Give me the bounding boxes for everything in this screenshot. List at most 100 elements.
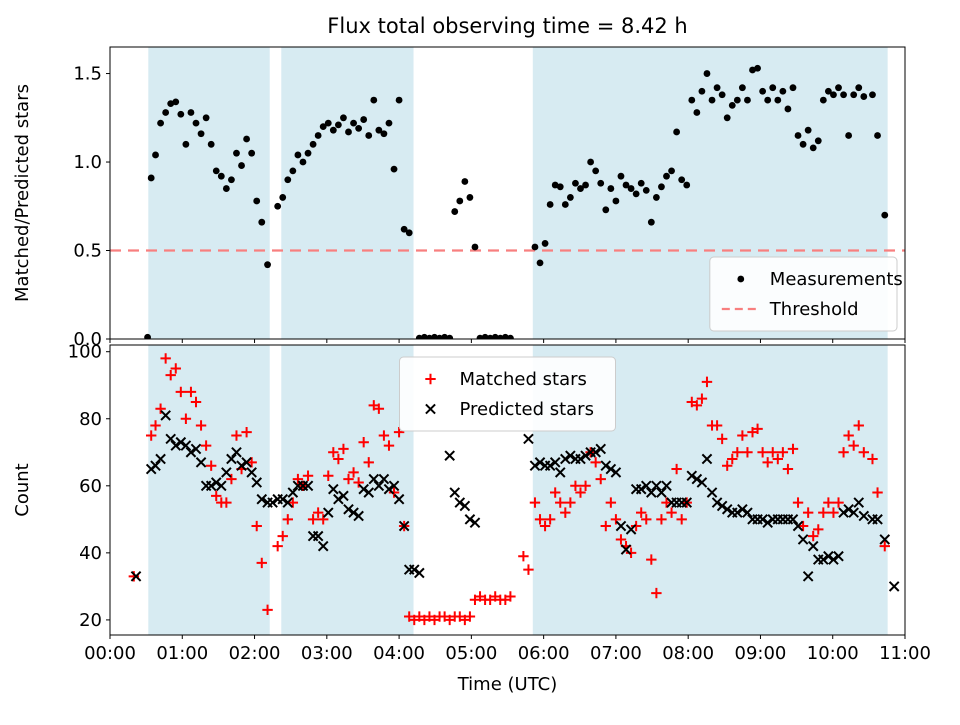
predicted-stars-point: [858, 510, 870, 522]
measurements-point: [668, 167, 675, 175]
matched-stars-point: [575, 487, 586, 498]
x-tick-label: 06:00: [518, 643, 570, 664]
measurements-point: [264, 261, 271, 269]
measurements-point: [279, 194, 287, 201]
legend-box: [399, 356, 616, 432]
measurements-point: [451, 208, 459, 215]
matched-stars-point: [828, 507, 839, 518]
matched-stars-point: [550, 487, 561, 498]
legend-predicted-stars-marker: [425, 403, 436, 415]
measurements-point: [688, 96, 696, 104]
matched-stars-point: [762, 457, 773, 468]
predicted-stars-point: [580, 450, 591, 461]
measurements-point: [541, 240, 549, 247]
matched-stars-point: [879, 540, 890, 552]
predicted-stars-point: [287, 487, 299, 498]
matched-stars-point: [625, 547, 637, 559]
measurements-point: [274, 202, 282, 210]
predicted-stars-point: [757, 514, 768, 525]
predicted-stars-point: [848, 507, 859, 518]
measurements-point: [207, 140, 215, 148]
measurements-point: [607, 185, 615, 192]
matched-stars-point: [544, 514, 556, 525]
x-tick-label: 07:00: [590, 643, 642, 664]
measurements-point: [426, 334, 433, 339]
matched-stars-point: [221, 497, 232, 508]
matched-stars-point: [328, 447, 339, 458]
predicted-stars-point: [762, 517, 773, 528]
y-tick-label: 100: [68, 342, 102, 363]
predicted-stars-point: [833, 550, 844, 562]
predicted-stars-point: [236, 460, 247, 472]
predicted-stars-point: [838, 507, 849, 518]
y-tick-label: 20: [79, 610, 102, 631]
measurements-point: [860, 93, 868, 100]
matched-stars-point: [570, 480, 581, 492]
predicted-stars-point: [388, 480, 400, 492]
legend-label-measurements: Measurements: [770, 269, 903, 290]
measurements-point: [728, 102, 736, 109]
measurements-point: [217, 172, 225, 180]
matched-stars-point: [383, 440, 395, 451]
predicted-stars-point: [190, 443, 202, 455]
y-tick-label: 1.0: [73, 152, 102, 173]
predicted-stars-point: [737, 503, 748, 515]
measurements-point: [582, 181, 589, 189]
predicted-stars-point: [549, 457, 561, 468]
measurements-point: [738, 84, 746, 92]
measurements-point: [774, 96, 782, 104]
matched-stars-point: [353, 477, 364, 488]
measurements-point: [804, 126, 812, 134]
measurements-point: [703, 70, 711, 77]
predicted-stars-point: [818, 554, 829, 565]
measurements-point: [370, 96, 378, 104]
measurements-point: [874, 132, 881, 139]
predicted-stars-point: [408, 564, 420, 575]
predicted-stars-point: [872, 514, 883, 525]
y-tick-label: 1.5: [73, 64, 102, 85]
measurements-point: [612, 197, 620, 205]
measurements-point: [390, 165, 398, 173]
measurements-point: [157, 119, 164, 127]
measurements-point: [566, 194, 574, 201]
measurements-point: [355, 125, 363, 132]
y-tick-label: 0.0: [73, 329, 102, 350]
predicted-stars-point: [175, 436, 187, 448]
predicted-stars-point: [711, 497, 723, 508]
ratio-panel: 0.0 0.5 1.0 1.5 Matched/Predicted stars Flux …: [12, 14, 906, 350]
predicted-stars-point: [590, 446, 601, 458]
measurements-point: [769, 84, 777, 92]
predicted-stars-point: [523, 433, 534, 445]
matched-stars-point: [378, 430, 390, 441]
x-axis-label: Time (UTC): [457, 674, 558, 695]
predicted-stars-point: [656, 487, 667, 498]
predicted-stars-point: [464, 514, 476, 525]
measurements-point: [172, 98, 180, 106]
matched-stars-point: [190, 396, 202, 408]
measurements-point: [248, 149, 256, 157]
matched-stars-point: [646, 554, 657, 565]
matched-stars-point: [833, 497, 844, 508]
matched-stars-point: [302, 470, 314, 481]
predicted-stars-point: [150, 460, 161, 472]
matched-stars-point: [338, 443, 349, 455]
x-tick-label: 09:00: [735, 643, 787, 664]
matched-stars-point: [696, 393, 708, 404]
matched-stars-point: [595, 473, 606, 485]
matched-stars-point: [307, 514, 319, 525]
predicted-stars-point: [635, 483, 647, 495]
predicted-stars-point: [333, 493, 344, 505]
measurements-point: [324, 119, 332, 127]
predicted-stars-point: [544, 460, 556, 472]
predicted-stars-point: [565, 450, 576, 461]
measurements-point: [496, 334, 504, 339]
measurements-point: [809, 144, 817, 152]
matched-stars-point: [226, 473, 237, 485]
y-tick-label: 0.5: [73, 241, 102, 262]
matched-stars-point: [560, 507, 571, 518]
x-tick-label: 00:00: [84, 643, 136, 664]
predicted-stars-point: [691, 473, 703, 485]
matched-stars-point: [282, 514, 293, 525]
matched-stars-point: [757, 447, 768, 458]
measurements-point: [693, 109, 701, 116]
